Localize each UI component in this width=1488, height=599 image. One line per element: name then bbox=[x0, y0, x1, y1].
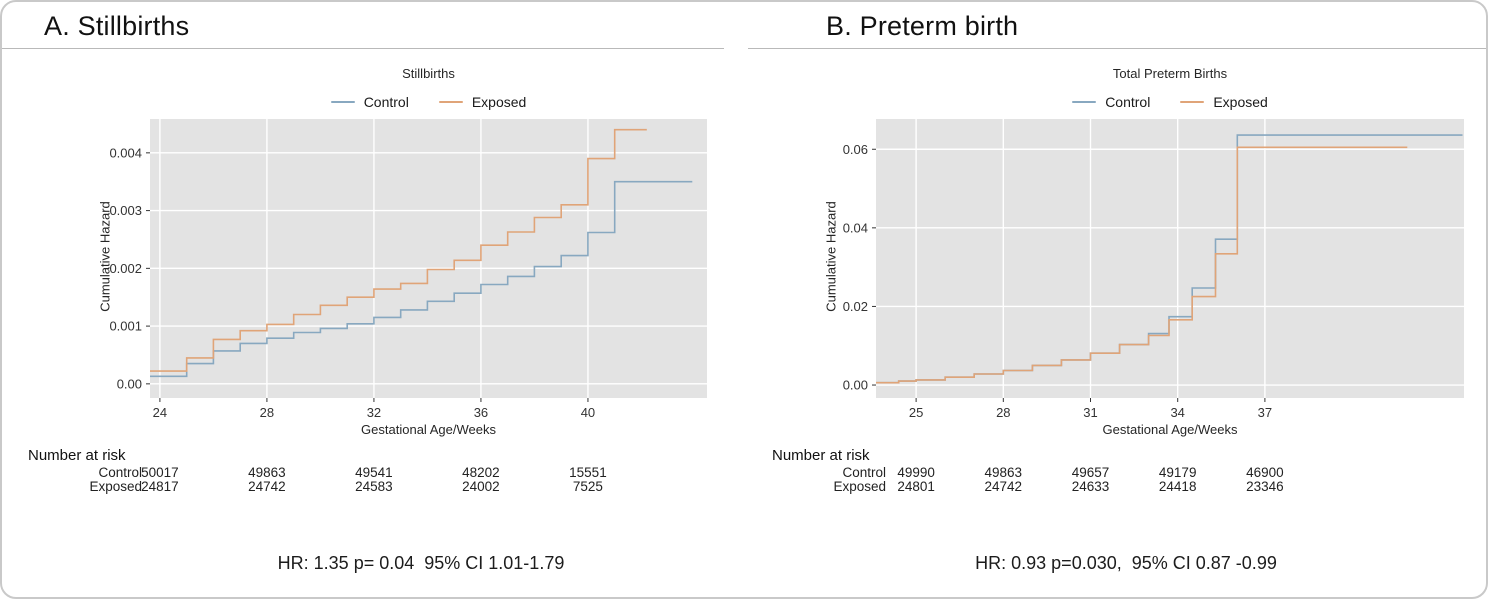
chart-legend: Control Exposed bbox=[150, 94, 707, 110]
legend-item-exposed: Exposed bbox=[438, 94, 527, 110]
risk-value: 50017 bbox=[141, 465, 179, 480]
risk-value: 24742 bbox=[248, 479, 286, 494]
exposed-line-swatch bbox=[438, 101, 463, 103]
y-tick-label: 0.06 bbox=[843, 142, 868, 157]
risk-row-exposed: Exposed 24817 24742 24583 24002 7525 bbox=[2, 479, 746, 494]
x-tick-label: 40 bbox=[581, 405, 595, 420]
risk-value: 24817 bbox=[141, 479, 179, 494]
y-tick-label: 0.02 bbox=[843, 299, 868, 314]
risk-value: 46900 bbox=[1246, 465, 1284, 480]
legend-label: Control bbox=[363, 94, 409, 110]
risk-value: 23346 bbox=[1246, 479, 1284, 494]
legend-item-control: Control bbox=[1072, 94, 1150, 110]
title-divider bbox=[2, 48, 724, 49]
risk-row-label: Control bbox=[98, 465, 142, 480]
y-tick-label: 0.003 bbox=[109, 203, 142, 218]
x-tick-label: 32 bbox=[367, 405, 381, 420]
y-tick-label: 0.04 bbox=[843, 220, 868, 235]
x-tick-label: 37 bbox=[1258, 405, 1272, 420]
plot-area bbox=[150, 119, 707, 398]
y-tick-label: 0.004 bbox=[109, 145, 142, 160]
plot-area bbox=[876, 119, 1464, 398]
title-divider bbox=[748, 48, 1486, 49]
x-tick-label: 34 bbox=[1170, 405, 1184, 420]
y-tick-label: 0.00 bbox=[117, 376, 142, 391]
risk-value: 49990 bbox=[897, 465, 935, 480]
risk-value: 48202 bbox=[462, 465, 500, 480]
hazard-plot: 0.00 0.02 0.04 0.06 25 28 31 34 37 bbox=[843, 119, 1464, 420]
risk-value: 49541 bbox=[355, 465, 393, 480]
risk-table-header: Number at risk bbox=[28, 447, 126, 464]
control-line-swatch bbox=[1072, 101, 1097, 103]
legend-label: Control bbox=[1105, 94, 1151, 110]
chart-legend: Control Exposed bbox=[876, 94, 1464, 110]
y-axis-label: Cumulative Hazard bbox=[97, 201, 113, 312]
risk-value: 49863 bbox=[248, 465, 286, 480]
legend-item-exposed: Exposed bbox=[1180, 94, 1268, 110]
risk-table-header: Number at risk bbox=[772, 447, 870, 464]
x-tick-label: 28 bbox=[996, 405, 1010, 420]
panel-title: A. Stillbirths bbox=[44, 11, 190, 41]
y-tick-label: 0.001 bbox=[109, 319, 142, 334]
legend-label: Exposed bbox=[1213, 94, 1268, 110]
control-line-swatch bbox=[330, 101, 355, 103]
risk-row-label: Exposed bbox=[89, 479, 142, 494]
risk-row-control: Control 49990 49863 49657 49179 46900 bbox=[746, 465, 1486, 480]
x-axis-label: Gestational Age/Weeks bbox=[361, 422, 496, 437]
risk-row-control: Control 50017 49863 49541 48202 15551 bbox=[2, 465, 746, 480]
risk-value: 15551 bbox=[569, 465, 607, 480]
risk-value: 49657 bbox=[1071, 465, 1110, 480]
hazard-plot: 0.00 0.001 0.002 0.003 0.004 24 28 32 36 40 bbox=[109, 119, 707, 420]
risk-value: 24002 bbox=[462, 479, 500, 494]
exposed-line-swatch bbox=[1180, 101, 1205, 103]
legend-label: Exposed bbox=[471, 94, 527, 110]
panel-stillbirths: A. Stillbirths Stillbirths Control Expos… bbox=[2, 2, 746, 597]
chart-subtitle: Stillbirths bbox=[402, 66, 455, 81]
risk-value: 49863 bbox=[984, 465, 1023, 480]
risk-row-label: Control bbox=[842, 465, 886, 480]
risk-row-label: Exposed bbox=[833, 479, 886, 494]
risk-value: 24418 bbox=[1158, 479, 1197, 494]
x-axis-label: Gestational Age/Weeks bbox=[1102, 422, 1238, 437]
risk-value: 24801 bbox=[897, 479, 935, 494]
x-tick-label: 28 bbox=[260, 405, 274, 420]
series-line-control bbox=[150, 180, 693, 378]
x-tick-label: 25 bbox=[909, 405, 923, 420]
hazard-ratio-text: HR: 1.35 p= 0.04 95% CI 1.01-1.79 bbox=[277, 553, 565, 573]
x-tick-label: 36 bbox=[474, 405, 488, 420]
risk-row-exposed: Exposed 24801 24742 24633 24418 23346 bbox=[746, 479, 1486, 494]
x-tick-label: 31 bbox=[1083, 405, 1097, 420]
risk-value: 24742 bbox=[984, 479, 1023, 494]
series-line-exposed bbox=[876, 146, 1408, 384]
y-tick-label: 0.00 bbox=[843, 378, 868, 393]
risk-value: 49179 bbox=[1158, 465, 1197, 480]
risk-value: 7525 bbox=[572, 479, 603, 494]
panel-title: B. Preterm birth bbox=[826, 11, 1019, 41]
risk-value: 24583 bbox=[355, 479, 393, 494]
x-tick-label: 24 bbox=[153, 405, 167, 420]
chart-subtitle: Total Preterm Births bbox=[1112, 66, 1228, 81]
y-axis-label: Cumulative Hazard bbox=[823, 201, 839, 312]
hazard-ratio-text: HR: 0.93 p=0.030, 95% CI 0.87 -0.99 bbox=[975, 553, 1277, 573]
panel-preterm-birth: B. Preterm birth Total Preterm Births Co… bbox=[746, 2, 1486, 597]
legend-item-control: Control bbox=[330, 94, 409, 110]
y-tick-label: 0.002 bbox=[109, 261, 142, 276]
risk-value: 24633 bbox=[1071, 479, 1110, 494]
series-line-exposed bbox=[150, 128, 647, 372]
